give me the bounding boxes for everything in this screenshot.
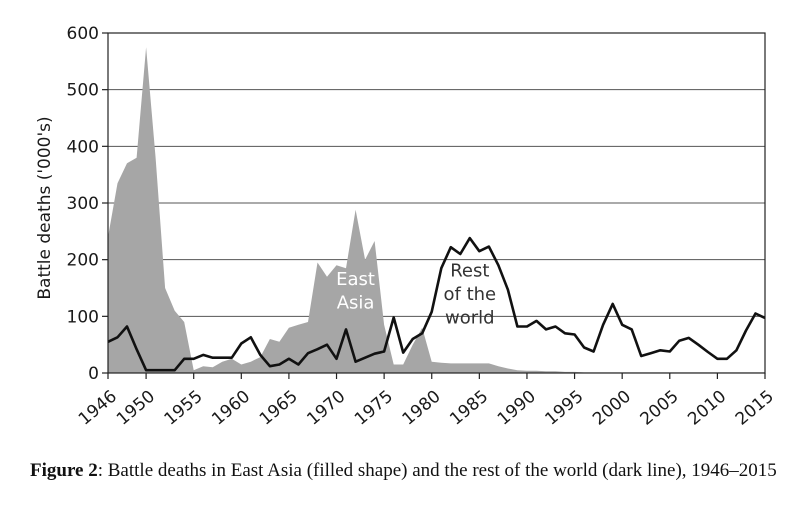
y-tick-label-200: 200 [67, 251, 99, 271]
caption-text: : Battle deaths in East Asia (filled sha… [97, 460, 777, 481]
rest-of-world-line-layer [107, 236, 766, 372]
x-tick-label-1965: 1965 [256, 386, 302, 429]
x-tick-label-1975: 1975 [351, 386, 397, 429]
axes [102, 32, 766, 379]
x-tick-label-2015: 2015 [732, 386, 778, 429]
x-tick-label-2005: 2005 [637, 386, 683, 429]
y-tick-labels: 0 100 200 300 400 500 600 [67, 24, 99, 384]
rest-of-world-annotation-line: world [445, 307, 495, 328]
rest-of-world-annotation-line: Rest [450, 261, 489, 282]
east-asia-annotation-line: Asia [337, 293, 375, 314]
x-tick-label-1980: 1980 [399, 386, 445, 429]
x-tick-label-1960: 1960 [208, 386, 254, 429]
rest-of-world-annotation: Rest of the world [444, 261, 497, 329]
x-tick-label-1990: 1990 [494, 386, 540, 429]
east-asia-annotation: East Asia [336, 269, 375, 313]
x-tick-label-2010: 2010 [684, 386, 730, 429]
rest-of-world-annotation-line: of the [444, 284, 497, 305]
caption-figure-number: Figure 2 [30, 460, 98, 481]
y-tick-label-0: 0 [88, 364, 99, 384]
x-tick-label-1995: 1995 [541, 386, 587, 429]
y-tick-label-400: 400 [67, 137, 99, 157]
x-tick-label-1946: 1946 [75, 386, 121, 429]
annotations: East Asia Rest of the world [336, 261, 496, 329]
east-asia-area-layer [108, 47, 765, 373]
rest-of-world-line [107, 236, 766, 372]
y-tick-label-100: 100 [67, 307, 99, 327]
y-tick-label-500: 500 [67, 81, 99, 101]
y-axis-label: Battle deaths ('000's) [35, 116, 55, 299]
x-tick-label-2000: 2000 [589, 386, 635, 429]
y-tick-label-300: 300 [67, 194, 99, 214]
y-tick-label-600: 600 [67, 24, 99, 44]
x-tick-label-1955: 1955 [161, 386, 207, 429]
east-asia-annotation-line: East [336, 269, 375, 290]
x-tick-label-1970: 1970 [303, 386, 349, 429]
x-tick-label-1985: 1985 [446, 386, 492, 429]
east-asia-area [108, 47, 765, 373]
figure-caption: Figure 2: Battle deaths in East Asia (fi… [30, 460, 800, 482]
gridlines [108, 32, 765, 317]
x-tick-label-1950: 1950 [113, 386, 159, 429]
